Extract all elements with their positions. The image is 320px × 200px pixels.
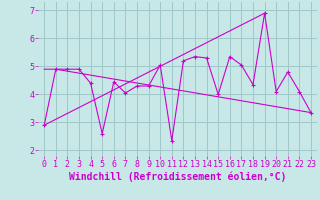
X-axis label: Windchill (Refroidissement éolien,°C): Windchill (Refroidissement éolien,°C) [69,172,286,182]
